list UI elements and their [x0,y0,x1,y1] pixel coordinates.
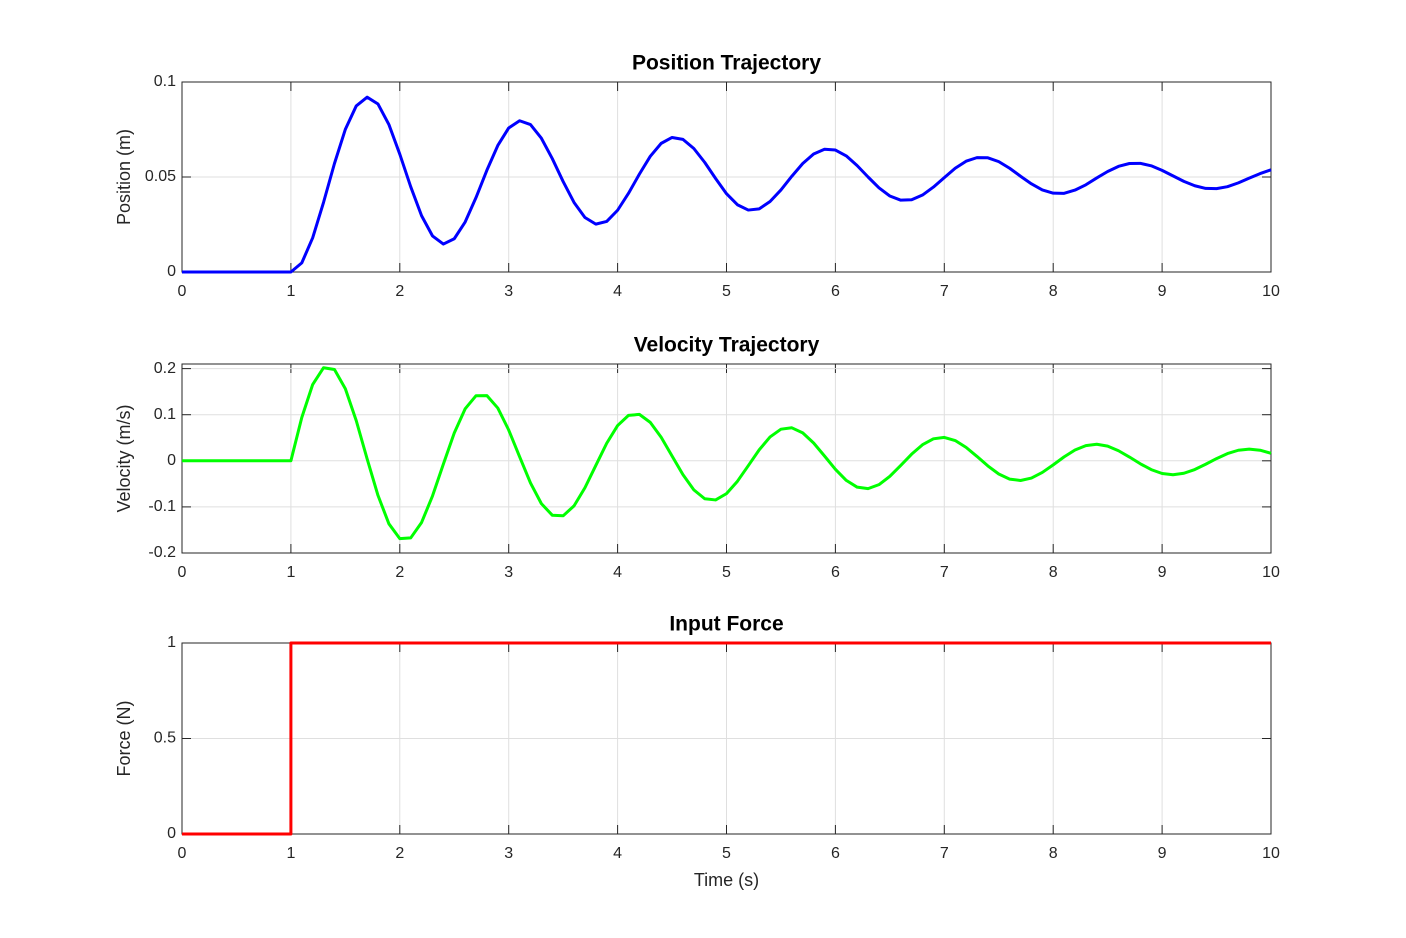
y-tick-label: 0.2 [154,360,176,377]
x-axis-label: Time (s) [694,870,759,890]
chart-title: Velocity Trajectory [634,334,820,357]
x-tick-label: 0 [178,845,187,862]
x-tick-label: 1 [286,845,295,862]
x-tick-label: 4 [613,283,622,300]
data-line [182,366,1272,541]
y-tick-label: -0.1 [148,498,176,515]
x-tick-label: 3 [504,283,513,300]
x-tick-label: 7 [940,845,949,862]
x-tick-label: 8 [1049,564,1058,581]
x-tick-label: 10 [1262,845,1280,862]
x-tick-label: 3 [504,845,513,862]
x-tick-label: 6 [831,564,840,581]
chart-title: Input Force [669,613,783,636]
x-tick-label: 9 [1158,283,1167,300]
x-tick-label: 5 [722,564,731,581]
x-tick-label: 3 [504,564,513,581]
x-tick-label: 2 [395,283,404,300]
x-tick-label: 0 [178,283,187,300]
y-tick-label: 0.1 [154,73,176,90]
y-tick-label: -0.2 [148,544,176,561]
x-tick-label: 7 [940,564,949,581]
y-axis-label: Velocity (m/s) [114,404,134,512]
x-tick-label: 6 [831,283,840,300]
x-tick-label: 2 [395,564,404,581]
axes-box [181,363,1272,554]
x-tick-label: 7 [940,283,949,300]
y-tick-label: 0 [167,452,176,469]
y-tick-label: 1 [167,634,176,651]
x-tick-label: 9 [1158,564,1167,581]
data-line [182,641,1271,836]
x-tick-label: 4 [613,564,622,581]
x-tick-label: 10 [1262,283,1280,300]
y-axis-label: Force (N) [114,701,134,777]
y-tick-label: 0.5 [154,730,176,747]
x-tick-label: 1 [286,283,295,300]
y-tick-label: 0 [167,825,176,842]
y-tick-label: 0.05 [145,168,176,185]
x-tick-label: 0 [178,564,187,581]
y-tick-label: 0 [167,263,176,280]
x-tick-label: 2 [395,845,404,862]
axes-box [181,81,1272,273]
chart-title: Position Trajectory [632,52,821,75]
y-axis-label: Position (m) [114,129,134,225]
x-tick-label: 1 [286,564,295,581]
x-tick-label: 9 [1158,845,1167,862]
x-tick-label: 6 [831,845,840,862]
x-tick-label: 8 [1049,845,1058,862]
x-tick-label: 4 [613,845,622,862]
y-tick-label: 0.1 [154,406,176,423]
x-tick-label: 8 [1049,283,1058,300]
x-tick-label: 5 [722,283,731,300]
data-line [182,95,1272,274]
x-tick-label: 10 [1262,564,1280,581]
x-tick-label: 5 [722,845,731,862]
